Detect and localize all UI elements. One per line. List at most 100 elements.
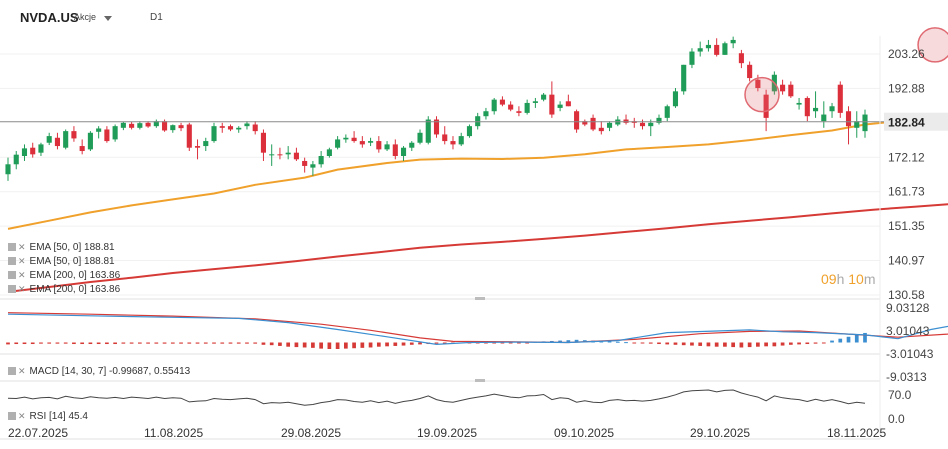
macd-histogram-bar: [698, 342, 703, 346]
macd-histogram-bar: [838, 338, 843, 343]
macd-pane: [6, 312, 948, 349]
price-tick-label: 192.88: [888, 81, 925, 95]
candle-body: [697, 48, 703, 52]
macd-histogram-bar: [113, 342, 117, 345]
candle-body: [450, 141, 456, 145]
candle-body: [260, 132, 267, 153]
macd-histogram-bar: [813, 342, 818, 344]
candle-body: [409, 142, 415, 148]
macd-histogram-bar: [88, 342, 93, 345]
macd-histogram-bar: [632, 342, 637, 344]
drag-handle-icon[interactable]: [8, 285, 16, 293]
candle-body: [475, 116, 481, 127]
close-icon[interactable]: ✕: [18, 270, 26, 280]
candle-body: [343, 137, 349, 140]
macd-histogram-bar: [39, 342, 43, 344]
close-icon[interactable]: ✕: [18, 411, 26, 421]
date-axis: 22.07.2025 11.08.2025 29.08.2025 19.09.2025…: [8, 426, 886, 440]
macd-histogram-bar: [6, 342, 10, 345]
date-tick-label: 22.07.2025: [8, 426, 68, 440]
candle-body: [821, 114, 827, 122]
macd-histogram-bar: [96, 342, 101, 345]
indicator-legend-ema200-b[interactable]: ✕ EMA [200, 0] 163.86: [8, 283, 120, 295]
candle-body: [656, 117, 662, 123]
drag-handle-icon[interactable]: [8, 412, 16, 420]
close-icon[interactable]: ✕: [18, 366, 26, 376]
ticker-symbol[interactable]: NVDA.US: [20, 10, 79, 25]
candle-body: [384, 144, 390, 150]
legend-text: MACD [14, 30, 7] -0.99687, 0.55413: [29, 366, 191, 377]
macd-histogram-bar: [212, 342, 216, 344]
indicator-legend-rsi[interactable]: ✕ RSI [14] 45.4: [8, 410, 88, 422]
price-tick-label: 172.12: [888, 150, 925, 164]
candle-body: [433, 119, 440, 135]
candle-body: [837, 84, 843, 113]
candle-body: [63, 131, 69, 148]
candle-body: [714, 44, 720, 55]
current-price-badge: [884, 112, 948, 131]
macd-histogram-bar: [574, 339, 579, 343]
candle-body: [244, 123, 250, 127]
date-tick-label: 29.08.2025: [281, 426, 341, 440]
price-tick-label: 151.35: [888, 219, 925, 233]
macd-histogram-bar: [269, 342, 274, 346]
macd-histogram-bar: [121, 342, 126, 344]
close-icon[interactable]: ✕: [18, 242, 26, 252]
macd-histogram-bar: [723, 342, 727, 347]
drag-handle-icon[interactable]: [8, 367, 16, 375]
candle-body: [557, 104, 563, 108]
drag-handle-icon[interactable]: [8, 243, 16, 251]
close-icon[interactable]: ✕: [18, 284, 26, 294]
candle-body: [219, 126, 225, 128]
macd-histogram-bar: [500, 342, 505, 344]
macd-histogram-bar: [253, 342, 258, 344]
candle-body: [145, 122, 151, 127]
chevron-down-icon[interactable]: [104, 16, 112, 21]
candle-body: [829, 106, 835, 112]
macd-histogram-bar: [245, 342, 249, 344]
price-axis: 203.26 192.88 172.12 161.73 151.35 140.97 130.…: [888, 47, 925, 302]
drag-handle-icon[interactable]: [8, 271, 16, 279]
date-tick-label: 09.10.2025: [554, 426, 614, 440]
macd-histogram-bar: [179, 342, 183, 344]
candle-body: [532, 101, 538, 103]
price-tick-label: 130.58: [888, 288, 925, 302]
macd-histogram-bar: [657, 342, 661, 345]
candle-body: [483, 111, 489, 117]
indicator-legend-ema50-b[interactable]: ✕ EMA [50, 0] 188.81: [8, 255, 115, 267]
candle-body: [178, 125, 184, 129]
candles: [5, 36, 868, 181]
macd-histogram-bar: [665, 342, 670, 345]
macd-histogram-bar: [228, 342, 233, 344]
close-icon[interactable]: ✕: [18, 256, 26, 266]
macd-histogram-bar: [846, 336, 851, 343]
candle-body: [211, 126, 217, 142]
drag-handle-icon[interactable]: [8, 257, 16, 265]
indicator-legend-ema50-a[interactable]: ✕ EMA [50, 0] 188.81: [8, 241, 115, 253]
rsi-path: [7, 389, 866, 406]
candle-body: [780, 84, 786, 92]
macd-histogram-bar: [607, 341, 612, 343]
macd-histogram-bar: [220, 342, 225, 344]
timeframe-selector[interactable]: D1: [150, 12, 163, 23]
pane-separators[interactable]: [0, 36, 881, 440]
macd-histogram-bar: [821, 342, 826, 344]
candle-body: [730, 39, 736, 44]
candle-body: [862, 114, 868, 132]
countdown-hours: 09: [821, 271, 837, 287]
indicator-legend-ema200-a[interactable]: ✕ EMA [200, 0] 163.86: [8, 269, 120, 281]
candle-body: [623, 119, 629, 123]
candle-body: [442, 134, 448, 142]
macd-histogram-bar: [278, 342, 282, 346]
legend-text: EMA [50, 0] 188.81: [29, 256, 115, 267]
candle-body: [648, 122, 654, 127]
macd-histogram-bar: [747, 342, 752, 348]
candle-body: [203, 141, 209, 147]
macd-histogram-bar: [154, 342, 159, 344]
macd-histogram-bar: [203, 342, 208, 344]
date-tick-label: 11.08.2025: [144, 426, 203, 440]
macd-histogram-bar: [286, 342, 291, 347]
indicator-legend-macd[interactable]: ✕ MACD [14, 30, 7] -0.99687, 0.55413: [8, 365, 190, 377]
macd-histogram-bar: [788, 342, 793, 345]
